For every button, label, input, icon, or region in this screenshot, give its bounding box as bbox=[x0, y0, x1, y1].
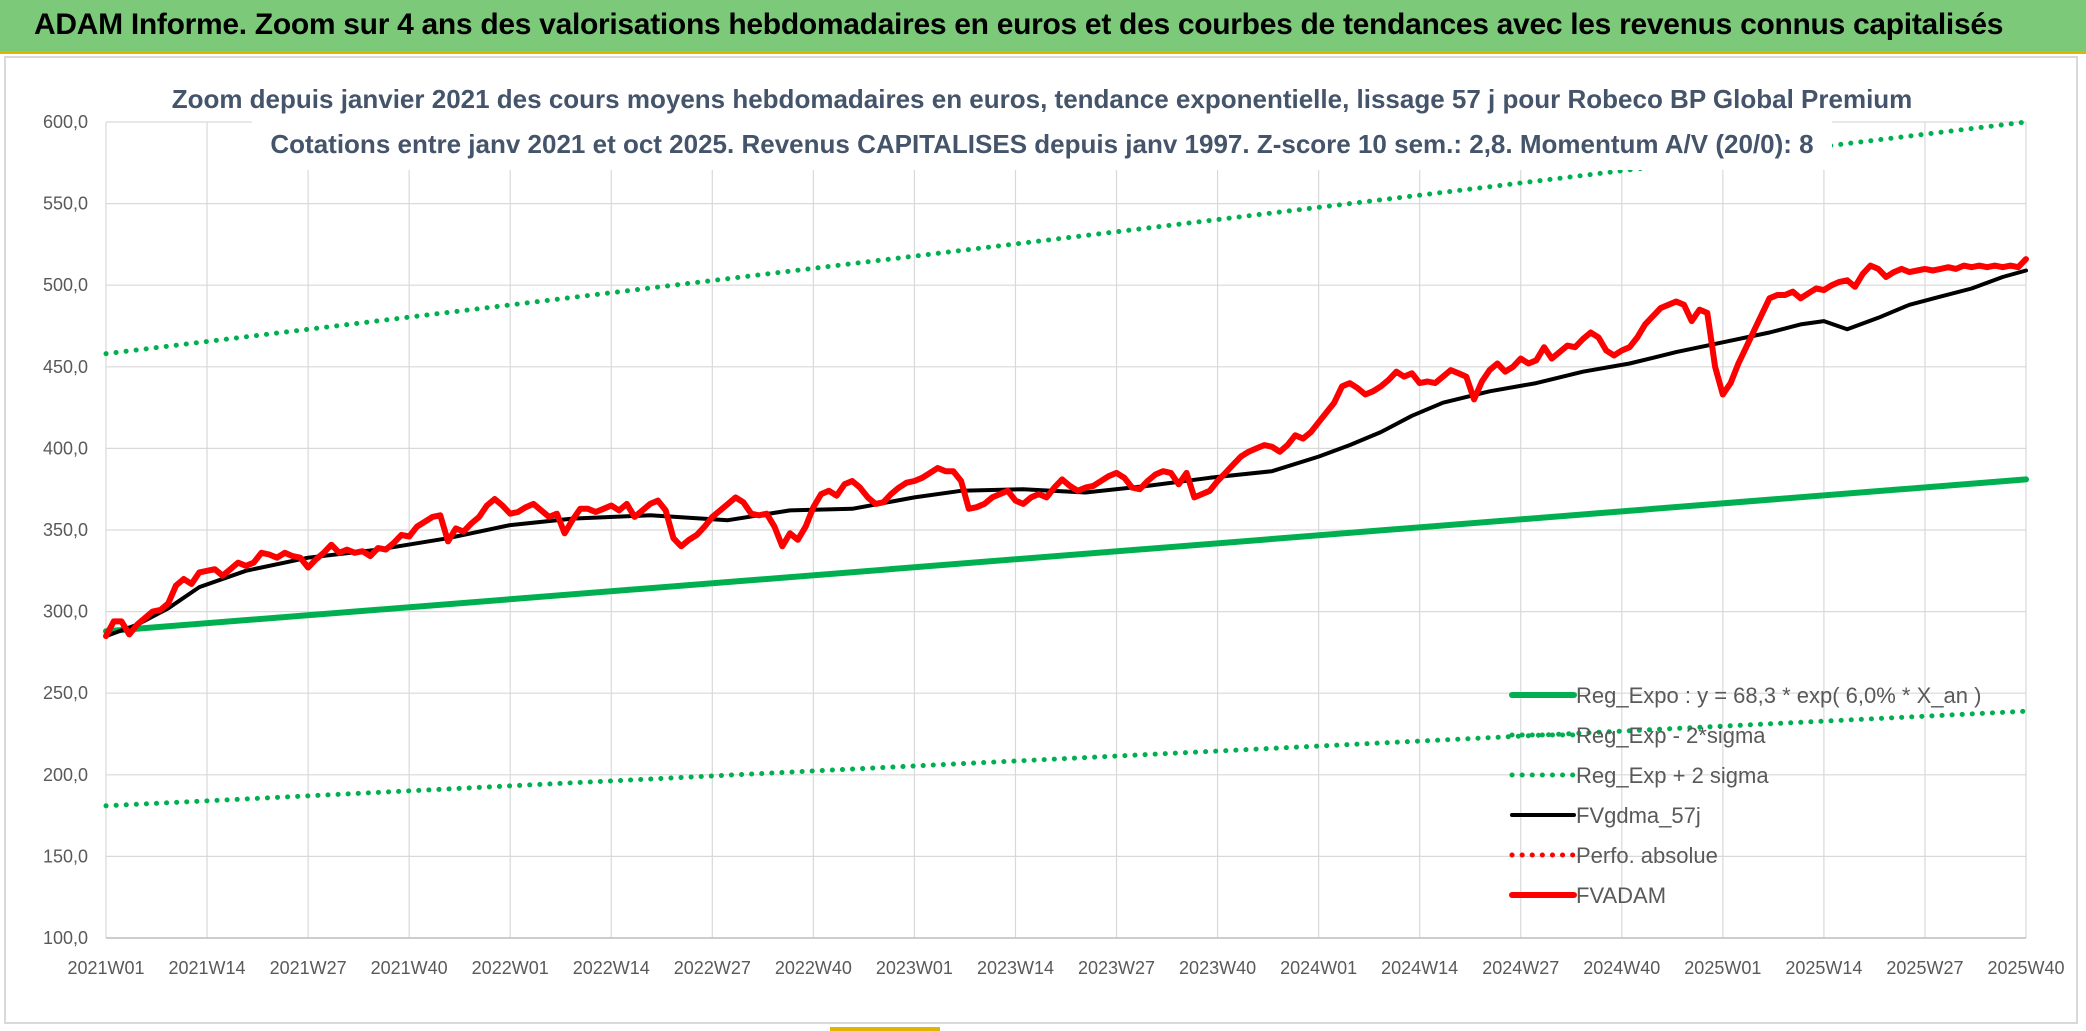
y-tick-label: 400,0 bbox=[43, 438, 88, 458]
series-line-1 bbox=[103, 708, 2029, 809]
x-tick-label: 2024W40 bbox=[1583, 958, 1660, 978]
x-tick-label: 2023W14 bbox=[977, 958, 1054, 978]
x-tick-label: 2024W01 bbox=[1280, 958, 1357, 978]
y-tick-label: 300,0 bbox=[43, 602, 88, 622]
legend-label: FVADAM bbox=[1576, 883, 1666, 908]
bottom-accent-bar bbox=[830, 1027, 940, 1031]
y-tick-label: 150,0 bbox=[43, 846, 88, 866]
legend-label: FVgdma_57j bbox=[1576, 803, 1701, 828]
series-line-2 bbox=[103, 119, 2029, 357]
x-tick-label: 2022W40 bbox=[775, 958, 852, 978]
x-tick-label: 2023W01 bbox=[876, 958, 953, 978]
x-tick-label: 2023W27 bbox=[1078, 958, 1155, 978]
y-tick-label: 200,0 bbox=[43, 765, 88, 785]
gridlines bbox=[105, 121, 2027, 939]
legend-label: Perfo. absolue bbox=[1576, 843, 1718, 868]
y-tick-label: 450,0 bbox=[43, 357, 88, 377]
series-line-5 bbox=[103, 256, 2029, 640]
title-background bbox=[252, 78, 1832, 170]
y-tick-label: 350,0 bbox=[43, 520, 88, 540]
series-lines bbox=[103, 119, 2029, 809]
x-tick-label: 2025W14 bbox=[1785, 958, 1862, 978]
banner-title: ADAM Informe. Zoom sur 4 ans des valoris… bbox=[34, 8, 2004, 41]
x-tick-label: 2024W14 bbox=[1381, 958, 1458, 978]
x-tick-label: 2025W40 bbox=[1987, 958, 2064, 978]
series-line-0 bbox=[103, 476, 2029, 635]
y-tick-label: 500,0 bbox=[43, 275, 88, 295]
header-banner: ADAM Informe. Zoom sur 4 ans des valoris… bbox=[0, 0, 2086, 54]
legend-label: Reg_Expo : y = 68,3 * exp( 6,0% * X_an ) bbox=[1576, 683, 1981, 708]
legend-label: Reg_Exp + 2 sigma bbox=[1576, 763, 1769, 788]
y-tick-label: 600,0 bbox=[43, 112, 88, 132]
y-tick-label: 550,0 bbox=[43, 194, 88, 214]
x-tick-label: 2021W27 bbox=[270, 958, 347, 978]
y-tick-label: 100,0 bbox=[43, 928, 88, 948]
x-tick-label: 2022W01 bbox=[472, 958, 549, 978]
chart-frame bbox=[4, 56, 2078, 1024]
legend: Reg_Expo : y = 68,3 * exp( 6,0% * X_an )… bbox=[1509, 683, 1981, 908]
x-tick-label: 2022W14 bbox=[573, 958, 650, 978]
x-tick-label: 2024W27 bbox=[1482, 958, 1559, 978]
x-tick-label: 2025W27 bbox=[1886, 958, 1963, 978]
x-tick-label: 2025W01 bbox=[1684, 958, 1761, 978]
chart-title-line2: Cotations entre janv 2021 et oct 2025. R… bbox=[270, 129, 1813, 159]
legend-label: Reg_Exp - 2*sigma bbox=[1576, 723, 1766, 748]
y-tick-label: 250,0 bbox=[43, 683, 88, 703]
y-axis-ticks: 100,0 150,0 200,0 250,0 300,0 350,0 400,0 450,0… bbox=[43, 112, 88, 948]
x-tick-label: 2021W40 bbox=[371, 958, 448, 978]
x-tick-label: 2022W27 bbox=[674, 958, 751, 978]
x-tick-label: 2021W01 bbox=[67, 958, 144, 978]
x-axis-ticks: 2021W01 2021W14 2021W27 2021W40 2022W01 2022W… bbox=[67, 958, 2064, 978]
x-tick-label: 2021W14 bbox=[169, 958, 246, 978]
series-line-3 bbox=[104, 268, 2028, 639]
x-tick-label: 2023W40 bbox=[1179, 958, 1256, 978]
chart-title-line1: Zoom depuis janvier 2021 des cours moyen… bbox=[172, 84, 1913, 114]
